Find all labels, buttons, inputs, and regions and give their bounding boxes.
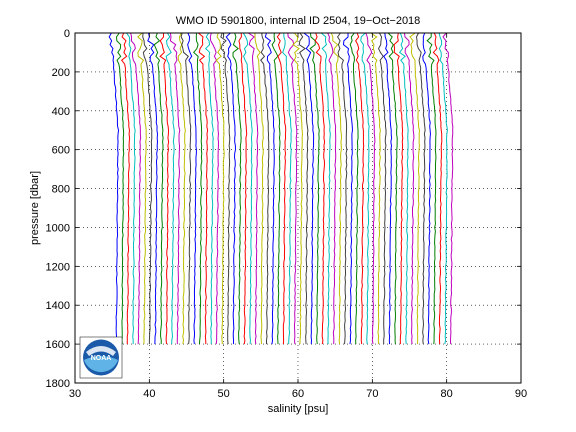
x-tick-label: 50 [218,388,230,400]
profile-line [349,32,359,345]
profile-line [327,32,337,345]
profile-line [303,32,315,345]
y-tick-label: 800 [52,184,70,196]
profile-line [403,32,415,345]
y-tick-label: 1800 [46,378,70,390]
profile-line [177,32,186,345]
profile-line [187,32,197,345]
profile-line [298,32,309,345]
profile-line [398,32,409,345]
x-tick-label: 90 [515,388,527,400]
x-tick-label: 80 [441,388,453,400]
profile-line [238,32,248,345]
profile-line [438,32,448,345]
y-tick-label: 200 [52,67,70,79]
y-tick-label: 1600 [46,339,70,351]
profile-line [320,32,331,345]
y-tick-label: 1400 [46,300,70,312]
profile-line [282,32,292,345]
profile-lines [108,32,454,345]
profile-line [292,32,303,345]
profile-line [415,32,426,345]
x-axis-ticks: 30 40 50 60 70 80 90 [69,33,527,400]
profile-line [260,32,270,345]
x-tick-label: 40 [143,388,155,400]
profile-line [377,32,387,345]
profile-line [153,32,164,345]
profile-line [242,32,253,345]
x-axis-label: salinity [psu] [268,403,329,415]
profile-line [309,32,320,345]
chart-title: WMO ID 5901800, internal ID 2504, 19−Oct… [176,15,421,27]
profile-line [180,32,192,345]
profile-line [126,32,136,345]
profile-line [342,32,353,345]
x-tick-label: 30 [69,388,81,400]
profile-line [209,32,219,345]
profile-line [115,32,125,345]
x-tick-label: 70 [366,388,378,400]
profile-line [276,32,287,345]
profile-line [198,32,209,345]
y-tick-label: 600 [52,145,70,157]
noaa-logo: NOAA [79,336,123,379]
profile-line [370,32,381,345]
profile-line [204,32,214,345]
profile-line [108,32,120,345]
profile-line [432,32,443,345]
profile-line [330,32,342,345]
profile-line [137,32,147,345]
profile-line [355,32,365,345]
profile-line [147,32,158,345]
profile-line [120,32,131,345]
profile-line [383,32,393,345]
profile-line [165,32,175,345]
profile-line [360,32,370,345]
y-tick-label: 400 [52,106,70,118]
profile-line [287,32,298,345]
profile-line [336,32,348,345]
profile-line [232,32,242,345]
profile-line [248,32,259,345]
y-tick-label: 1000 [46,222,70,234]
profile-line [169,32,181,345]
profile-line [215,32,225,345]
profile-line [142,32,153,345]
profile-line [442,32,454,345]
profile-line [130,32,142,345]
noaa-logo-text: NOAA [91,355,112,362]
y-tick-label: 0 [64,28,70,40]
profile-line [387,32,398,345]
profile-line [220,32,231,345]
profile-line [365,32,376,345]
profile-line [409,32,421,345]
profile-line [225,32,236,345]
profile-line [254,32,264,345]
y-axis-label: pressure [dbar] [29,171,41,245]
profile-line [264,32,275,345]
y-axis-ticks: 0 200 400 600 800 1000 1200 1400 1600 1800 [46,28,521,390]
profile-line [422,32,431,345]
profile-line [271,32,281,345]
x-tick-label: 60 [292,388,304,400]
y-tick-label: 1200 [46,261,70,273]
profile-line [426,32,437,345]
profile-line [314,32,326,345]
profile-line [159,32,170,345]
profile-line [193,32,203,345]
profile-line [393,32,404,345]
